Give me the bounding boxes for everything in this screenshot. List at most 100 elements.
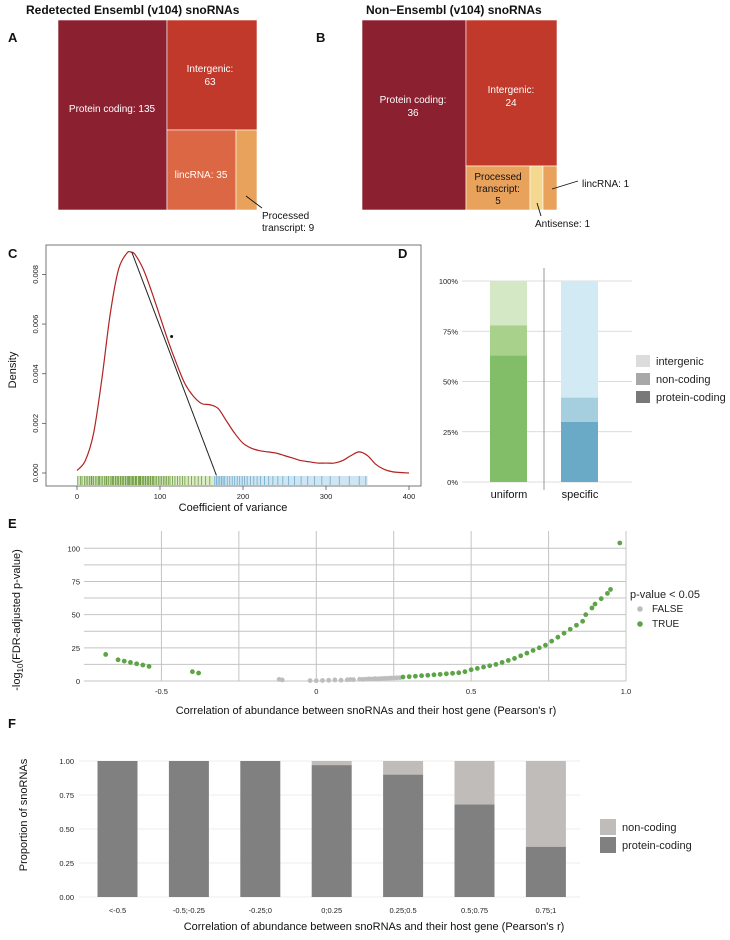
scatter-point-true: [536, 645, 542, 651]
scatter-point-true: [524, 650, 530, 656]
scatter-point-true: [431, 672, 437, 678]
scatter-point-false: [307, 678, 313, 684]
panel-c-letter: C: [8, 246, 18, 261]
scatter-point-true: [412, 673, 418, 679]
legend-label-intergenic: intergenic: [656, 356, 704, 368]
scatter-x-axis-label: Correlation of abundance between snoRNAs…: [176, 705, 557, 717]
density-x-ticks: 0 100 200 300 400: [75, 486, 415, 501]
scatter-y-label-rest: (FDR-adjusted p-value): [11, 549, 23, 663]
density-x-tick-label: 400: [403, 492, 416, 501]
stacked-bar-y-tick-label: 50%: [443, 378, 458, 387]
proportion-x-tick-label: 0;0.25: [321, 906, 342, 915]
treemap-b-lincrna: [542, 165, 558, 211]
stacked-bar-y-tick-label: 0%: [447, 478, 458, 487]
proportion-bar-non-coding: [383, 761, 424, 775]
scatter-point-true: [499, 660, 505, 665]
scatter-point-true: [103, 652, 109, 657]
legend-label-non-coding: non-coding: [656, 374, 710, 386]
treemap-b-protein-coding: [361, 19, 467, 211]
scatter-point-true: [518, 653, 524, 659]
treemap-a-protein-label: Protein coding: 135: [69, 104, 156, 115]
stacked-bar-segment-protein-coding: [490, 355, 527, 482]
proportion-bar-protein-coding: [311, 765, 352, 897]
density-y-axis-label: Density: [7, 351, 19, 388]
scatter-point-true: [190, 669, 195, 675]
treemap-b-protein-label-2: 36: [407, 108, 419, 119]
proportion-bar-protein-coding: [525, 846, 566, 897]
treemap-b-processed-label-3: 5: [495, 196, 501, 207]
panel-a-title: Redetected Ensembl (v104) snoRNAs: [26, 3, 240, 17]
proportion-bar-protein-coding: [168, 761, 209, 897]
scatter-point-true: [456, 670, 462, 676]
proportion-x-tick-label: <-0.5: [109, 906, 126, 915]
scatter-point-true: [437, 671, 443, 677]
stacked-bar-segment-intergenic: [561, 281, 598, 398]
scatter-point-true: [561, 630, 567, 636]
treemap-a-lincrna-label: lincRNA: 35: [175, 170, 228, 181]
legend-label-protein-coding: protein-coding: [656, 392, 726, 404]
treemap-a-processed-label-2: transcript: 9: [262, 223, 315, 234]
density-x-tick-label: 200: [237, 492, 250, 501]
proportion-bar-protein-coding: [454, 804, 495, 897]
scatter-legend-true-marker: [637, 621, 643, 627]
scatter-legend-false-marker: [637, 606, 643, 612]
scatter-point-false: [351, 677, 356, 683]
treemap-b-lincrna-callout: [551, 180, 579, 190]
scatter-point-true: [146, 664, 152, 669]
treemap-a-callout-line: [245, 195, 263, 209]
scatter-point-true: [543, 642, 548, 648]
scatter-point-true: [512, 656, 517, 661]
proportion-legend: non-coding protein-coding: [600, 819, 692, 853]
scatter-point-false: [326, 677, 332, 683]
treemap-b-antisense: [529, 165, 544, 211]
scatter-point-true: [592, 601, 598, 607]
scatter-point-false: [279, 677, 285, 683]
scatter-point-true: [493, 662, 499, 667]
scatter-point-true: [530, 648, 536, 653]
panel-f: F <-0.5 -0.5;-0.25 -0.25;0 0;0.25 0.25;0.5 0.…: [8, 716, 692, 933]
scatter-legend: p-value < 0.05 FALSE TRUE: [630, 589, 700, 630]
scatter-point-true: [574, 622, 579, 628]
treemap-b-antisense-label: Antisense: 1: [535, 219, 590, 230]
stacked-bar-legend: intergenic non-coding protein-coding: [636, 355, 726, 404]
proportion-y-ticks: 0.00 0.25 0.50 0.75 1.00: [59, 757, 74, 902]
proportion-y-tick-label: 0.75: [59, 791, 74, 800]
scatter-point-true: [589, 605, 595, 611]
proportion-bar-protein-coding: [97, 761, 138, 897]
stacked-bar-y-tick-label: 100%: [439, 277, 459, 286]
scatter-point-true: [140, 662, 146, 668]
density-curve: [76, 250, 410, 474]
density-y-ticks: 0.000 0.002 0.004 0.006 0.008: [31, 265, 46, 482]
panel-d-letter: D: [398, 246, 407, 261]
density-x-tick-label: 0: [75, 492, 79, 501]
scatter-y-tick-label: 100: [67, 544, 80, 553]
proportion-legend-non-coding-swatch: [600, 819, 616, 835]
scatter-x-tick-label: 0.5: [466, 687, 476, 696]
treemap-a-intergenic-label-2: 63: [204, 77, 216, 88]
stacked-bar-segment-non-coding: [490, 325, 527, 356]
proportion-y-tick-label: 0.00: [59, 893, 74, 902]
scatter-point-true: [583, 612, 589, 618]
density-y-tick-label: 0.008: [31, 265, 40, 284]
scatter-y-tick-label: 75: [72, 577, 80, 586]
stacked-bars: [490, 281, 598, 482]
scatter-x-ticks: -0.5 0 0.5 1.0: [155, 687, 631, 696]
stacked-bar-x-label-uniform: uniform: [491, 489, 528, 501]
scatter-y-axis-label: -log10(FDR-adjusted p-value): [11, 549, 25, 691]
panel-e-letter: E: [8, 516, 17, 531]
density-y-tick-label: 0.002: [31, 414, 40, 433]
treemap-b-lincrna-label: lincRNA: 1: [582, 179, 630, 190]
scatter-point-false: [332, 677, 338, 683]
scatter-grid: [84, 531, 627, 682]
proportion-x-tick-label: -0.25;0: [249, 906, 272, 915]
scatter-point-true: [468, 667, 474, 673]
proportion-y-tick-label: 1.00: [59, 757, 74, 766]
scatter-point-true: [134, 661, 140, 667]
treemap-a-intergenic: [166, 19, 258, 131]
density-x-axis-label: Coefficient of variance: [179, 502, 288, 514]
scatter-y-ticks: 0 25 50 75 100: [67, 544, 80, 686]
treemap-b-processed-label-2: transcript:: [476, 184, 520, 195]
proportion-x-tick-label: 0.25;0.5: [390, 906, 417, 915]
stacked-bar-segment-non-coding: [561, 397, 598, 422]
